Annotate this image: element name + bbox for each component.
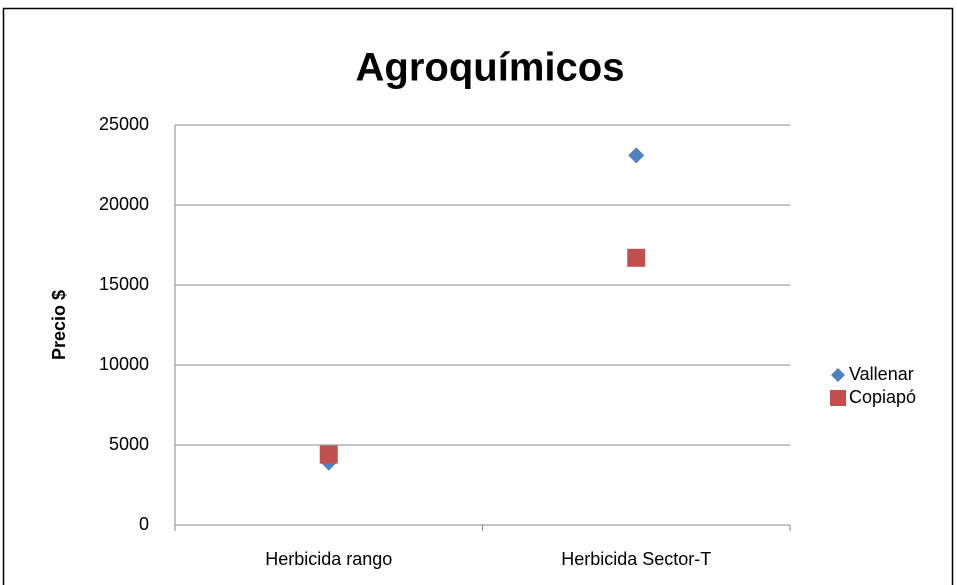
x-tick-label: Herbicida rango [265,549,392,569]
legend-marker [830,390,846,406]
legend-label: Vallenar [849,364,914,384]
y-tick-label: 10000 [99,354,149,374]
y-tick-label: 20000 [99,194,149,214]
y-tick-label: 25000 [99,114,149,134]
legend-label: Copiapó [849,387,916,407]
y-tick-label: 5000 [109,434,149,454]
chart-title: Agroquímicos [356,46,625,90]
marker [628,147,645,164]
y-tick-label: 0 [139,514,149,534]
marker [627,248,646,267]
x-tick-label: Herbicida Sector-T [561,549,711,569]
marker [319,445,338,464]
y-axis-label: Precio $ [49,290,69,360]
legend-marker [831,368,845,382]
y-tick-label: 15000 [99,274,149,294]
chart-border [2,7,954,585]
